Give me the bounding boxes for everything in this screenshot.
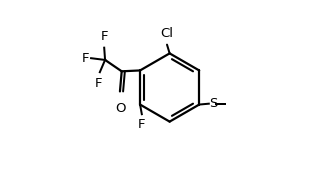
Text: S: S	[209, 97, 217, 110]
Text: F: F	[82, 52, 90, 65]
Text: F: F	[138, 118, 146, 131]
Text: F: F	[100, 30, 108, 43]
Text: O: O	[115, 102, 126, 115]
Text: F: F	[94, 77, 102, 90]
Text: Cl: Cl	[161, 27, 173, 40]
